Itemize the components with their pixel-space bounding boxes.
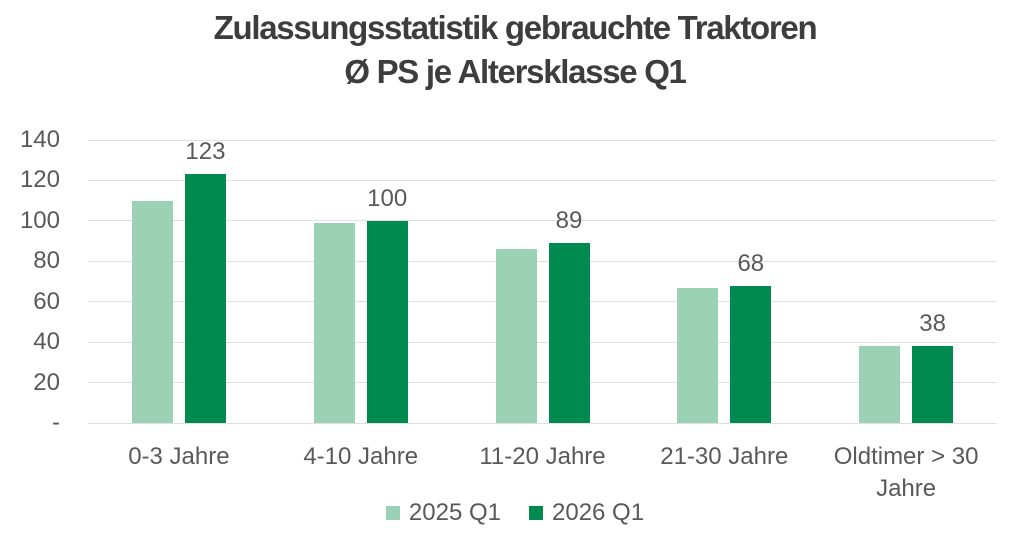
gridline — [88, 220, 997, 222]
bar-2025-q1-oldtimer-30-jahre — [859, 346, 901, 423]
gridline — [88, 301, 997, 303]
data-label-oldtimer-30-jahre: 38 — [919, 310, 946, 338]
legend-item-2025-q1: 2025 Q1 — [385, 499, 501, 527]
x-label-0-3-jahre: 0-3 Jahre — [128, 443, 230, 470]
legend-label-2025-q1: 2025 Q1 — [408, 499, 501, 526]
bar-2025-q1-4-10-jahre — [313, 222, 355, 423]
y-tick-label: 60 — [33, 287, 60, 315]
gridline — [88, 382, 997, 384]
chart-title-line1: Zulassungsstatistik gebrauchte Traktoren — [213, 9, 818, 46]
chart-title-line2: Ø PS je Altersklasse Q1 — [344, 53, 687, 90]
data-label-11-20-jahre: 89 — [555, 207, 583, 235]
y-axis: - 20 40 60 80 100 120 140 — [0, 126, 60, 436]
y-tick-label: 40 — [33, 328, 60, 356]
bar-2025-q1-21-30-jahre — [677, 287, 719, 423]
gridline — [88, 422, 997, 424]
x-axis: 0-3 Jahre 4-10 Jahre 11-20 Jahre 21-30 Jahr… — [88, 441, 997, 505]
x-label-oldtimer-30-jahre: Oldtimer > 30 Jahre — [833, 443, 979, 502]
y-tick-label: 120 — [19, 166, 60, 194]
data-label-4-10-jahre: 100 — [367, 184, 408, 212]
legend-item-2026-q1: 2026 Q1 — [529, 499, 644, 527]
y-tick-label: 100 — [19, 206, 60, 234]
bar-2025-q1-11-20-jahre — [495, 249, 537, 423]
bar-2025-q1-0-3-jahre — [131, 200, 173, 423]
bar-2026-q1-4-10-jahre — [366, 220, 408, 423]
legend-swatch-2026-q1 — [529, 506, 543, 520]
gridline — [88, 139, 997, 141]
bar-2026-q1-21-30-jahre — [730, 285, 772, 423]
gridline — [88, 341, 997, 343]
gridline — [88, 260, 997, 262]
x-label-4-10-jahre: 4-10 Jahre — [303, 443, 419, 470]
chart-title: Zulassungsstatistik gebrauchte Traktoren… — [0, 6, 1030, 94]
bar-2026-q1-11-20-jahre — [548, 243, 590, 423]
legend: 2025 Q1 2026 Q1 — [0, 499, 1030, 527]
y-tick-label: - — [52, 409, 60, 436]
y-tick-label: 80 — [33, 247, 60, 275]
bar-2026-q1-oldtimer-30-jahre — [912, 346, 954, 423]
plot-area: 123 100 89 68 38 — [88, 138, 997, 424]
bar-2026-q1-0-3-jahre — [184, 174, 226, 423]
x-label-21-30-jahre: 21-30 Jahre — [660, 443, 789, 470]
data-label-0-3-jahre: 123 — [185, 138, 226, 166]
y-tick-label: 20 — [33, 368, 60, 396]
legend-label-2026-q1: 2026 Q1 — [552, 499, 645, 526]
data-label-21-30-jahre: 68 — [737, 249, 765, 277]
y-tick-label: 140 — [19, 126, 60, 153]
legend-swatch-2025-q1 — [385, 506, 400, 520]
x-label-11-20-jahre: 11-20 Jahre — [479, 443, 606, 470]
gridline — [88, 179, 997, 181]
